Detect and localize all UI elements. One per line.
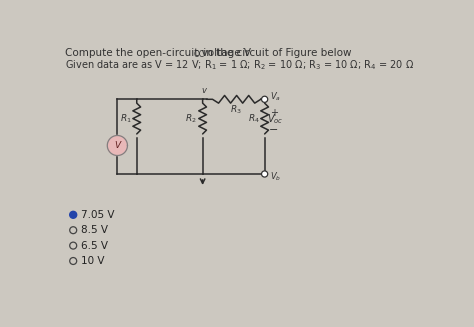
Text: Compute the open-circuit voltage V: Compute the open-circuit voltage V	[65, 48, 251, 59]
Text: $R_3$: $R_3$	[230, 104, 242, 116]
Text: $R_1$: $R_1$	[120, 113, 132, 125]
Text: v: v	[201, 86, 207, 95]
Text: 10 V: 10 V	[81, 256, 104, 266]
Text: +: +	[270, 108, 278, 118]
Circle shape	[70, 211, 77, 218]
Text: $V_a$: $V_a$	[270, 91, 281, 103]
Text: in the circuit of Figure below: in the circuit of Figure below	[201, 48, 352, 59]
Text: $V_b$: $V_b$	[270, 171, 281, 183]
Text: V: V	[114, 141, 120, 150]
Text: $R_4$: $R_4$	[248, 113, 260, 125]
Circle shape	[262, 171, 268, 177]
Text: $R_2$: $R_2$	[185, 113, 197, 125]
Text: $V_{oc}$: $V_{oc}$	[267, 112, 284, 126]
Circle shape	[262, 96, 268, 102]
Text: Given data are as V = 12 V; R$_1$ = 1 $\Omega$; R$_2$ = 10 $\Omega$; R$_3$ = 10 : Given data are as V = 12 V; R$_1$ = 1 $\…	[65, 59, 414, 72]
Text: 6.5 V: 6.5 V	[81, 241, 108, 250]
Polygon shape	[107, 135, 128, 156]
Text: −: −	[269, 125, 279, 135]
Text: 7.05 V: 7.05 V	[81, 210, 114, 220]
Text: OC: OC	[193, 50, 204, 59]
Text: 8.5 V: 8.5 V	[81, 225, 108, 235]
